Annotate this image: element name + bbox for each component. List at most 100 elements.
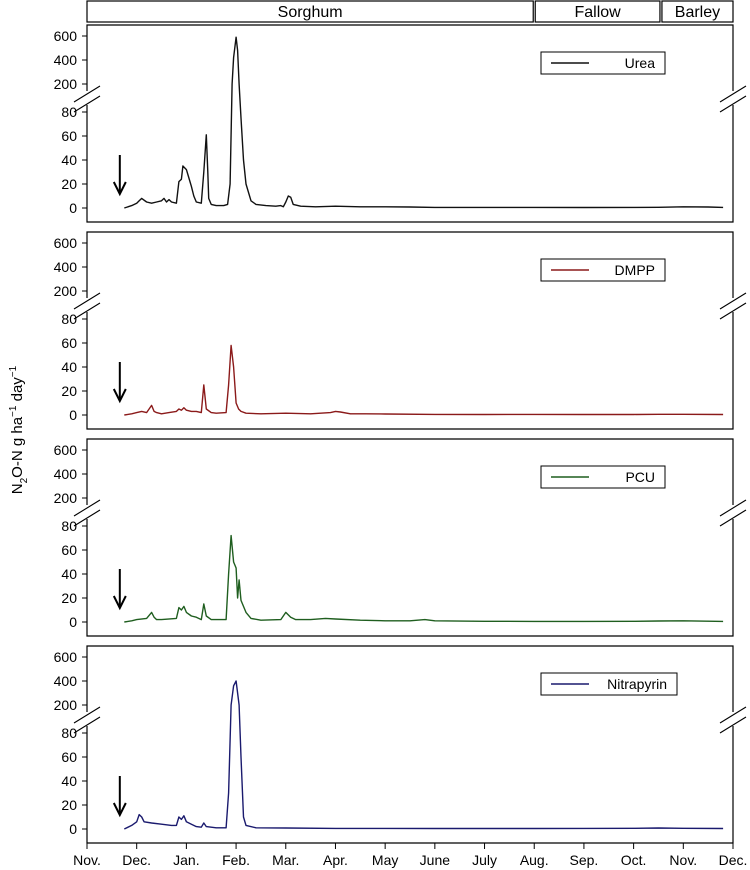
y-tick-label: 0 bbox=[69, 407, 77, 423]
y-tick-label: 40 bbox=[61, 566, 77, 582]
y-tick-label: 200 bbox=[54, 490, 78, 506]
y-tick-label: 400 bbox=[54, 673, 78, 689]
axis-break-right bbox=[719, 509, 747, 527]
y-tick-label: 80 bbox=[61, 104, 77, 120]
y-tick-label: 200 bbox=[54, 76, 78, 92]
axis-break-left bbox=[73, 706, 101, 724]
panel-frame-bottom bbox=[86, 312, 734, 430]
axis-break-right bbox=[719, 95, 747, 113]
y-tick-label: 200 bbox=[54, 697, 78, 713]
y-tick-label: 600 bbox=[54, 649, 78, 665]
axis-break-left bbox=[73, 85, 101, 103]
x-tick-label: Dec. bbox=[122, 852, 151, 868]
axis-break-left bbox=[73, 292, 101, 310]
series-line-pcu bbox=[124, 534, 724, 623]
y-tick-label: 20 bbox=[61, 797, 77, 813]
x-axis: Nov. Dec. Jan. Feb. Mar. Apr. May June July Aug. S… bbox=[73, 843, 747, 868]
x-tick-label: Aug. bbox=[520, 852, 549, 868]
application-arrow-head bbox=[112, 181, 127, 197]
x-tick-label: Apr. bbox=[323, 852, 348, 868]
y-tick-label: 0 bbox=[69, 821, 77, 837]
y-tick-label: 200 bbox=[54, 283, 78, 299]
y-axis-label: N2O-N g ha−1 day−1 bbox=[8, 365, 30, 494]
axis-break-right bbox=[719, 716, 747, 734]
legend-box bbox=[540, 258, 666, 282]
axis-break-left bbox=[73, 716, 101, 734]
y-tick-label: 400 bbox=[54, 52, 78, 68]
y-tick-label: 80 bbox=[61, 311, 77, 327]
panel-frame-bottom bbox=[86, 105, 734, 223]
y-tick-label: 20 bbox=[61, 176, 77, 192]
season-label: Sorghum bbox=[278, 4, 343, 21]
application-arrow-head bbox=[112, 388, 127, 404]
x-tick-label: Mar. bbox=[272, 852, 299, 868]
y-tick-label: 60 bbox=[61, 749, 77, 765]
season-box bbox=[86, 0, 534, 23]
axis-break-right bbox=[719, 85, 747, 103]
application-arrow-head bbox=[112, 802, 127, 818]
legend-urea: Urea bbox=[540, 51, 666, 75]
x-tick-label: Sep. bbox=[570, 852, 599, 868]
y-tick-label: 20 bbox=[61, 383, 77, 399]
season-label: Barley bbox=[675, 4, 720, 21]
x-tick-label: Jan. bbox=[173, 852, 199, 868]
axis-break-left bbox=[73, 302, 101, 320]
series-line-dmpp bbox=[124, 344, 724, 416]
application-arrow-head bbox=[112, 595, 127, 611]
legend-box bbox=[540, 51, 666, 75]
y-tick-label: 40 bbox=[61, 152, 77, 168]
y-tick-label: 60 bbox=[61, 542, 77, 558]
legend-label: Nitrapyrin bbox=[607, 676, 667, 692]
y-tick-label: 40 bbox=[61, 359, 77, 375]
season-bar: Sorghum Fallow Barley bbox=[86, 0, 734, 23]
x-tick-label: July bbox=[472, 852, 497, 868]
panel-frame-top bbox=[86, 231, 734, 298]
axis-break-right bbox=[719, 499, 747, 517]
legend-label: Urea bbox=[625, 55, 656, 71]
series-line-nitrapyrin bbox=[123, 680, 724, 830]
panel-frame-top bbox=[86, 24, 734, 91]
y-tick-label: 20 bbox=[61, 590, 77, 606]
y-tick-label: 600 bbox=[54, 28, 78, 44]
legend-label: PCU bbox=[625, 469, 655, 485]
y-tick-label: 400 bbox=[54, 466, 78, 482]
axis-break-left bbox=[73, 509, 101, 527]
y-tick-label: 40 bbox=[61, 773, 77, 789]
y-tick-label: 60 bbox=[61, 128, 77, 144]
legend-box bbox=[540, 672, 678, 696]
panel-frame-top bbox=[86, 438, 734, 505]
season-box bbox=[661, 0, 734, 23]
axis-break-right bbox=[719, 302, 747, 320]
y-tick-label: 60 bbox=[61, 335, 77, 351]
axis-break-right bbox=[719, 292, 747, 310]
x-tick-label: June bbox=[420, 852, 451, 868]
x-tick-label: Nov. bbox=[73, 852, 101, 868]
legend-dmpp: DMPP bbox=[540, 258, 666, 282]
y-tick-label: 80 bbox=[61, 518, 77, 534]
x-tick-label: Feb. bbox=[222, 852, 250, 868]
axis-break-left bbox=[73, 499, 101, 517]
x-tick-label: May bbox=[372, 852, 398, 868]
series-line-urea bbox=[124, 36, 724, 209]
axis-break-left bbox=[73, 95, 101, 113]
y-tick-label: 600 bbox=[54, 442, 78, 458]
axis-break-right bbox=[719, 706, 747, 724]
legend-box bbox=[540, 465, 666, 489]
x-tick-label: Dec. bbox=[719, 852, 748, 868]
panel-frame-bottom bbox=[86, 726, 734, 844]
y-tick-label: 400 bbox=[54, 259, 78, 275]
y-tick-label: 0 bbox=[69, 200, 77, 216]
legend-nitrapyrin: Nitrapyrin bbox=[540, 672, 678, 696]
panel-frame-top bbox=[86, 645, 734, 712]
y-tick-label: 80 bbox=[61, 725, 77, 741]
season-box bbox=[534, 0, 661, 23]
legend-pcu: PCU bbox=[540, 465, 666, 489]
panel-frame-bottom bbox=[86, 519, 734, 637]
x-tick-label: Nov. bbox=[669, 852, 697, 868]
y-tick-label: 0 bbox=[69, 614, 77, 630]
